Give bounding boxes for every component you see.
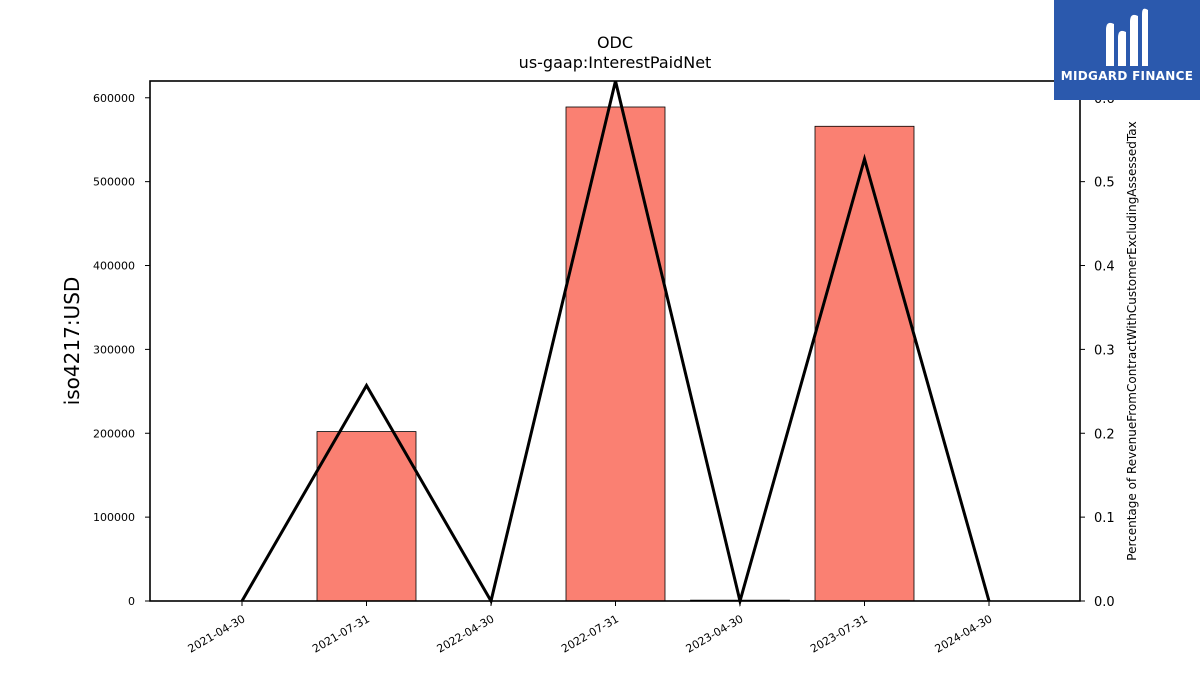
y2-tick-label: 0.0 <box>1094 595 1115 610</box>
y-axis-label: iso4217:USD <box>60 277 84 406</box>
y2-tick-label: 0.2 <box>1094 427 1115 442</box>
logo-text: MIDGARD FINANCE <box>1060 69 1194 83</box>
chart-subtitle: us-gaap:InterestPaidNet <box>519 53 712 72</box>
y-tick-label: 0 <box>128 595 135 608</box>
y2-tick-label: 0.1 <box>1094 511 1115 526</box>
chart-title: ODC <box>597 33 633 52</box>
y-tick-label: 600000 <box>93 92 135 105</box>
y2-tick-label: 0.4 <box>1094 260 1115 275</box>
x-tick-label: 2023-04-30 <box>684 612 746 655</box>
plot-frame <box>149 80 1081 602</box>
bar <box>565 106 666 602</box>
bar <box>814 125 915 602</box>
bar <box>316 431 417 602</box>
y2-tick-label: 0.5 <box>1094 176 1115 191</box>
y-tick-label: 200000 <box>93 427 135 440</box>
y2-tick-label: 0.3 <box>1094 343 1115 358</box>
x-tick-label: 2021-07-31 <box>310 612 372 655</box>
logo-mark-icon <box>1106 8 1148 67</box>
y-tick-label: 500000 <box>93 176 135 189</box>
x-tick-label: 2023-07-31 <box>808 612 870 655</box>
logo: MIDGARD FINANCE <box>1054 0 1200 100</box>
x-tick-label: 2022-07-31 <box>559 612 621 655</box>
x-tick-label: 2022-04-30 <box>435 612 497 655</box>
y-tick-label: 400000 <box>93 260 135 273</box>
x-tick-label: 2024-04-30 <box>933 612 995 655</box>
y-tick-label: 100000 <box>93 511 135 524</box>
y-tick-label: 300000 <box>93 343 135 356</box>
y2-axis-label: Percentage of RevenueFromContractWithCus… <box>1125 121 1139 560</box>
x-tick-label: 2021-04-30 <box>186 612 248 655</box>
